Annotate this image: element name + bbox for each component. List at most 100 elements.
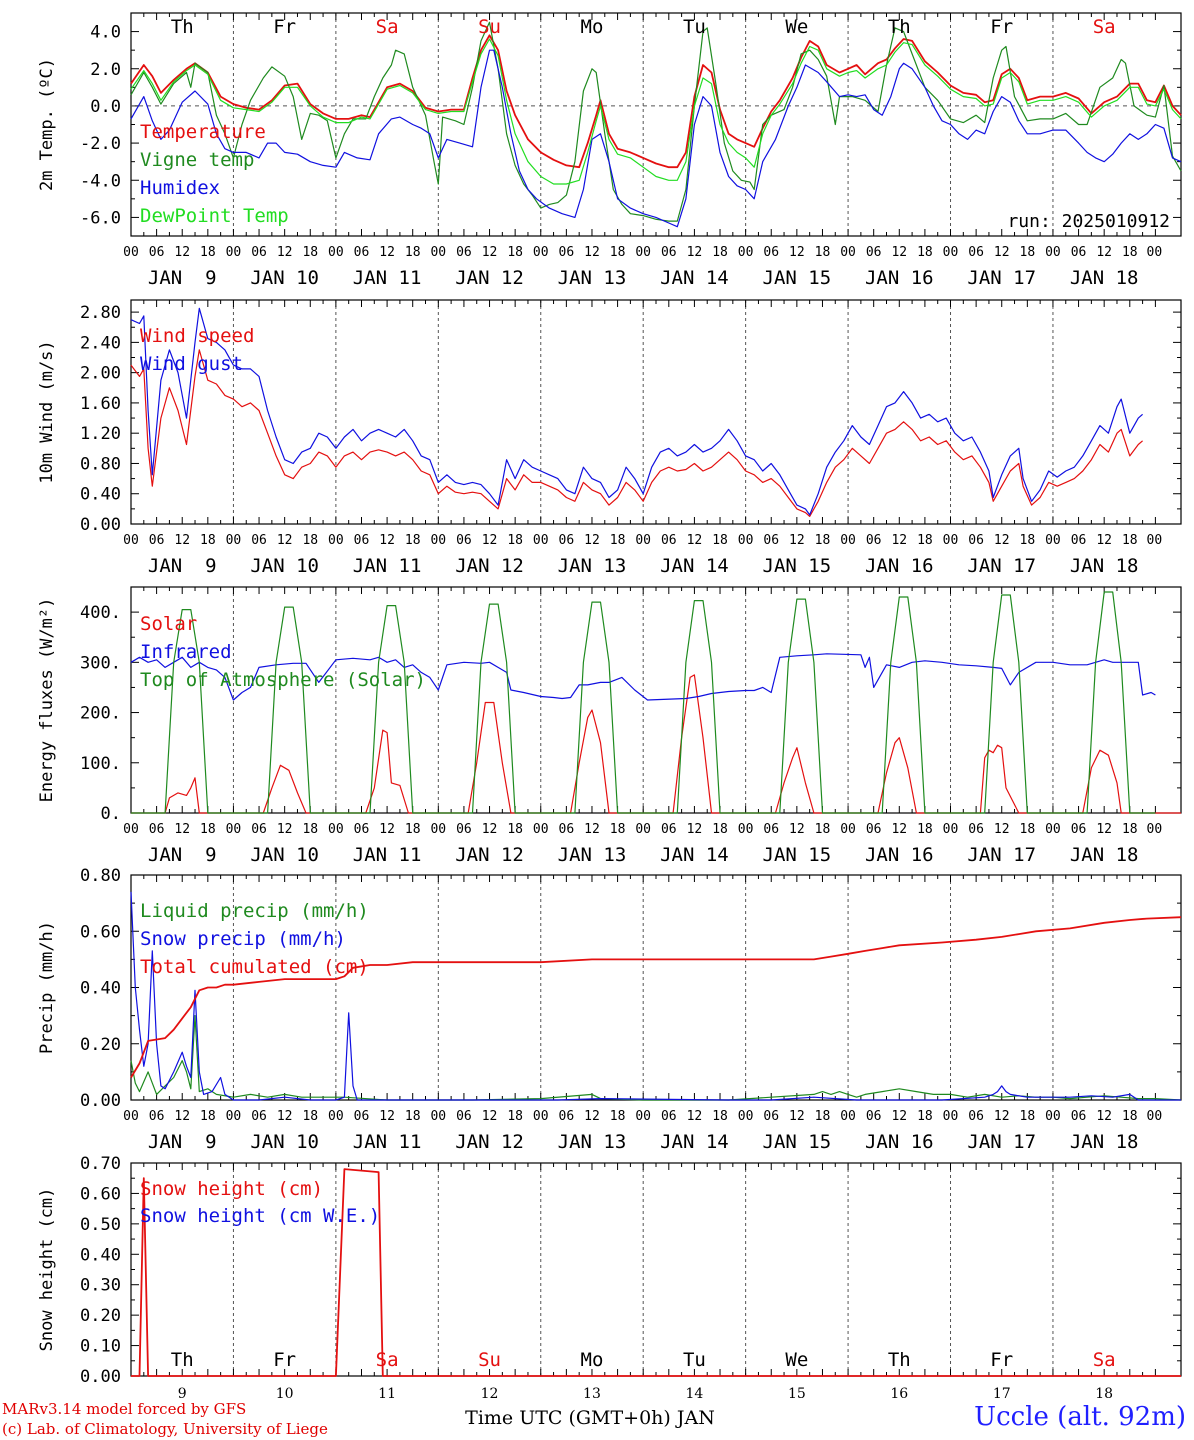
hour-tick-label: 18	[1020, 245, 1036, 260]
y-tick-label: 0.60	[80, 922, 121, 942]
hour-tick-label: 00	[943, 1109, 959, 1124]
hour-tick-label: 12	[174, 1109, 190, 1124]
hour-tick-label: 18	[815, 245, 831, 260]
hour-tick-label: 18	[1020, 1109, 1036, 1124]
hour-tick-label: 18	[507, 1109, 523, 1124]
y-axis-label: Snow height (cm)	[37, 1188, 57, 1352]
weekday-label: Fr	[990, 16, 1013, 38]
hour-tick-label: 00	[635, 533, 651, 548]
hour-tick-label: 06	[251, 245, 267, 260]
hour-tick-label: 06	[559, 822, 575, 837]
day-number-label: 14	[686, 1386, 704, 1402]
hour-tick-label: 12	[482, 1109, 498, 1124]
y-tick-label: 0.40	[80, 485, 121, 505]
legend-label: Snow height (cm)	[140, 1178, 323, 1200]
y-tick-label: 1.60	[80, 394, 121, 414]
hour-tick-label: 18	[405, 533, 421, 548]
legend-label: Snow precip (mm/h)	[140, 928, 346, 950]
hour-tick-label: 12	[482, 245, 498, 260]
hour-tick-label: 06	[149, 245, 165, 260]
y-tick-label: 0.60	[80, 1184, 121, 1204]
hour-tick-label: 12	[174, 245, 190, 260]
hour-tick-label: 00	[943, 822, 959, 837]
day-label: JAN 14	[660, 844, 729, 866]
day-number-label: 15	[788, 1386, 806, 1402]
weekday-label: Fr	[990, 1349, 1013, 1371]
day-label: JAN 16	[865, 844, 934, 866]
y-tick-label: 0.50	[80, 1215, 121, 1235]
hour-tick-label: 18	[917, 1109, 933, 1124]
day-number-label: 10	[276, 1386, 294, 1402]
series-line	[130, 38, 1182, 185]
model-credit: MARv3.14 model forced by GFS	[2, 1400, 247, 1418]
weekday-label: Th	[171, 16, 194, 38]
hour-tick-label: 06	[661, 1109, 677, 1124]
day-label: JAN 10	[250, 844, 319, 866]
hour-tick-label: 00	[533, 822, 549, 837]
hour-tick-label: 18	[302, 533, 318, 548]
weekday-label: Th	[888, 1349, 911, 1371]
hour-tick-label: 06	[559, 533, 575, 548]
y-tick-label: 0.10	[80, 1337, 121, 1357]
hour-tick-label: 18	[507, 245, 523, 260]
day-label: JAN 17	[967, 1131, 1036, 1153]
day-number-label: 16	[890, 1386, 908, 1402]
hour-tick-label: 00	[430, 1109, 446, 1124]
hour-tick-label: 00	[533, 1109, 549, 1124]
y-tick-label: 0.20	[80, 1035, 121, 1055]
hour-tick-label: 06	[354, 1109, 370, 1124]
x-axis-title: Time UTC (GMT+0h) JAN	[465, 1407, 715, 1429]
legend-label: Wind speed	[140, 325, 254, 347]
hour-tick-label: 12	[789, 533, 805, 548]
y-tick-label: -2.0	[80, 134, 121, 154]
hour-tick-label: 06	[866, 822, 882, 837]
hour-tick-label: 00	[328, 822, 344, 837]
hour-tick-label: 18	[405, 245, 421, 260]
hour-tick-label: 06	[456, 245, 472, 260]
hour-tick-label: 12	[482, 533, 498, 548]
hour-tick-label: 00	[430, 533, 446, 548]
hour-tick-label: 00	[1147, 1109, 1163, 1124]
hour-tick-label: 18	[610, 533, 626, 548]
hour-tick-label: 06	[661, 822, 677, 837]
day-label: JAN 18	[1070, 267, 1139, 289]
hour-tick-label: 00	[328, 1109, 344, 1124]
hour-tick-label: 00	[1147, 245, 1163, 260]
hour-tick-label: 12	[789, 245, 805, 260]
y-tick-label: 0.40	[80, 1245, 121, 1265]
hour-tick-label: 00	[1045, 822, 1061, 837]
day-label: JAN 11	[353, 844, 422, 866]
hour-tick-label: 00	[635, 822, 651, 837]
weekday-label: Tu	[683, 16, 706, 38]
hour-tick-label: 18	[1122, 533, 1138, 548]
hour-tick-label: 00	[840, 245, 856, 260]
hour-tick-label: 00	[226, 1109, 242, 1124]
series-line	[131, 674, 1181, 814]
hour-tick-label: 18	[302, 822, 318, 837]
hour-tick-label: 12	[277, 1109, 293, 1124]
hour-tick-label: 06	[866, 1109, 882, 1124]
hour-tick-label: 12	[687, 533, 703, 548]
hour-tick-label: 00	[1045, 245, 1061, 260]
series-line	[130, 34, 1182, 169]
weekday-label: Th	[888, 16, 911, 38]
hour-tick-label: 18	[1122, 1109, 1138, 1124]
hour-tick-label: 06	[354, 245, 370, 260]
y-tick-label: 0.20	[80, 1306, 121, 1326]
hour-tick-label: 06	[1071, 245, 1087, 260]
day-label: JAN 10	[250, 267, 319, 289]
hour-tick-label: 00	[123, 245, 139, 260]
hour-tick-label: 18	[200, 822, 216, 837]
day-number-label: 11	[378, 1386, 396, 1402]
legend-label: Total cumulated (cm)	[140, 956, 369, 978]
hour-tick-label: 18	[405, 1109, 421, 1124]
hour-tick-label: 06	[1071, 822, 1087, 837]
y-tick-label: 0.80	[80, 454, 121, 474]
day-label: JAN 9	[148, 555, 217, 577]
day-label: JAN 18	[1070, 1131, 1139, 1153]
day-label: JAN 9	[148, 267, 217, 289]
day-label: JAN 16	[865, 267, 934, 289]
day-label: JAN 17	[967, 844, 1036, 866]
day-label: JAN 17	[967, 267, 1036, 289]
hour-tick-label: 06	[763, 245, 779, 260]
